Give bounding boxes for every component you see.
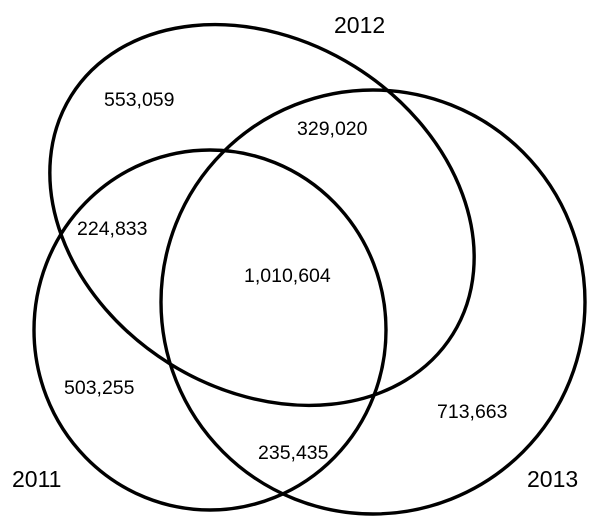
set-label-2013: 2013 — [527, 466, 578, 492]
region-count-2012-2013: 329,020 — [297, 118, 368, 140]
set-2011-ellipse — [32, 148, 388, 512]
region-count-only-2011: 503,255 — [64, 377, 135, 399]
set-2013-ellipse — [159, 88, 587, 516]
region-count-2011-2012: 224,833 — [77, 218, 148, 240]
region-count-all-sets: 1,010,604 — [244, 265, 331, 287]
set-label-2011: 2011 — [12, 466, 61, 492]
region-count-only-2012: 553,059 — [104, 89, 175, 111]
set-label-2012: 2012 — [334, 12, 385, 38]
region-count-2011-2013: 235,435 — [258, 442, 329, 464]
region-count-only-2013: 713,663 — [437, 401, 508, 423]
